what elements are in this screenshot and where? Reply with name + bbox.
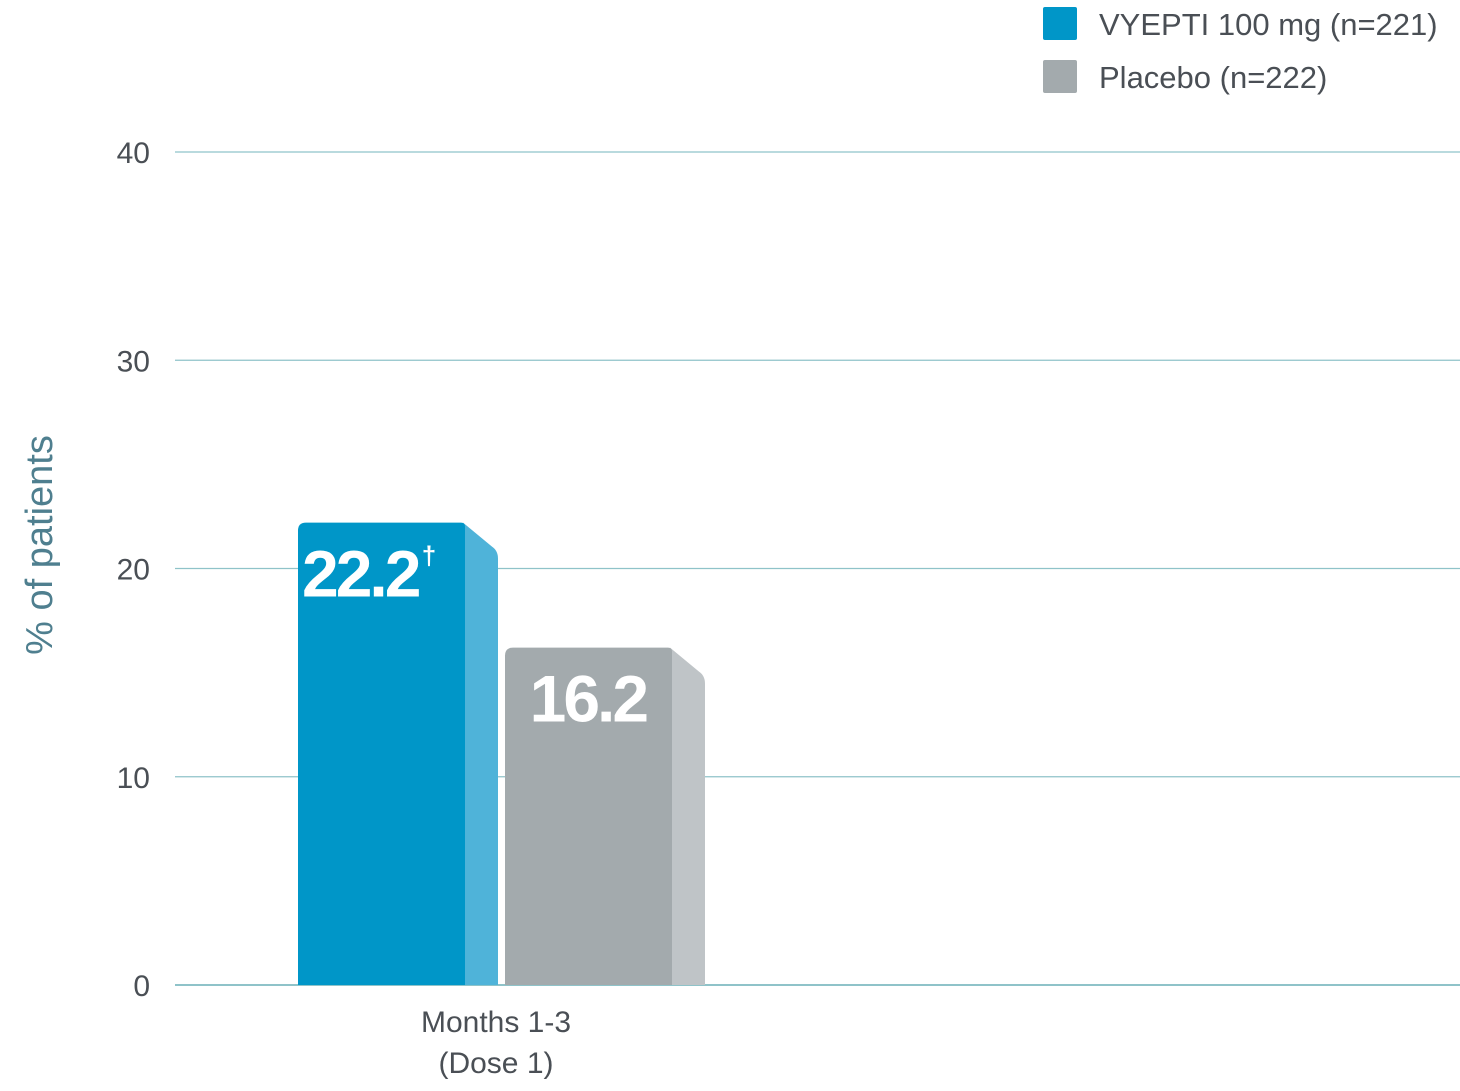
y-tick-label: 10	[117, 762, 150, 795]
bar-side	[670, 647, 705, 985]
legend: VYEPTI 100 mg (n=221) Placebo (n=222)	[1043, 7, 1438, 95]
y-axis-label: % of patients	[19, 435, 61, 655]
legend-swatch	[1043, 7, 1077, 40]
y-tick-label: 20	[117, 554, 150, 587]
bar-value-superscript: †	[422, 541, 436, 571]
bar-group: 16.2	[505, 647, 705, 985]
bar-value-label: 16.2	[530, 662, 648, 736]
legend-swatch	[1043, 60, 1077, 93]
y-tick-label: 40	[117, 137, 150, 170]
bars: 22.2 † 16.2	[298, 522, 705, 985]
bar	[505, 647, 672, 985]
y-tick-label: 0	[133, 970, 150, 1003]
bar-group: 22.2 †	[298, 522, 498, 985]
x-tick-label: Months 1-3 (Dose 1)	[421, 1006, 571, 1080]
bar-side	[463, 522, 498, 985]
bar-value-label: 22.2	[302, 537, 420, 611]
x-axis-labels: Months 1-3 (Dose 1)	[421, 1006, 571, 1080]
y-axis-ticks: 0 10 20 30 40	[117, 137, 150, 1003]
legend-label: VYEPTI 100 mg (n=221)	[1099, 7, 1438, 42]
bar	[298, 522, 465, 985]
y-tick-label: 30	[117, 345, 150, 378]
legend-label: Placebo (n=222)	[1099, 60, 1327, 95]
